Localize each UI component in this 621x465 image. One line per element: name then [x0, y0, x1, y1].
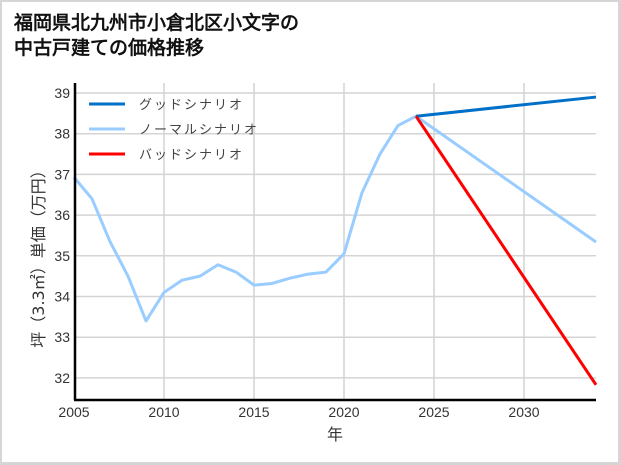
legend-item-normal: ノーマルシナリオ	[89, 123, 259, 138]
x-tick-labels: 2005 2010 2015 2020 2025 2030	[58, 404, 539, 420]
x-tick-label: 2005	[58, 404, 89, 420]
normal-scenario-line	[72, 114, 597, 323]
y-tick-label: 36	[54, 207, 70, 223]
x-tick-label: 2020	[328, 404, 359, 420]
legend-item-bad: バッドシナリオ	[89, 148, 244, 163]
bad-scenario-line	[414, 115, 598, 386]
chart-title-line-2: 中古戸建ての価格推移	[14, 37, 205, 59]
legend-label: ノーマルシナリオ	[139, 123, 259, 138]
chart-title: 福岡県北九州市小倉北区小文字の 中古戸建ての価格推移	[14, 11, 299, 61]
good-scenario-line	[415, 95, 597, 118]
x-tick-label: 2015	[238, 404, 269, 420]
x-tick-label: 2025	[418, 404, 449, 420]
x-tick-label: 2010	[148, 404, 179, 420]
legend-label: グッドシナリオ	[139, 98, 244, 113]
legend-item-good: グッドシナリオ	[89, 98, 244, 113]
series-lines	[72, 95, 598, 386]
y-tick-label: 39	[54, 85, 70, 101]
y-tick-labels: 32 33 34 35 36 37 38 39	[54, 85, 70, 386]
legend-label: バッドシナリオ	[139, 148, 244, 163]
y-tick-label: 38	[54, 126, 70, 142]
x-axis-label: 年	[327, 425, 343, 444]
y-tick-label: 33	[54, 329, 70, 345]
y-tick-label: 32	[54, 370, 70, 386]
chart-title-line-1: 福岡県北九州市小倉北区小文字の	[14, 12, 300, 34]
y-tick-label: 37	[54, 166, 70, 182]
y-tick-label: 35	[54, 248, 70, 264]
y-tick-label: 34	[54, 289, 70, 305]
axes	[73, 83, 596, 402]
y-axis-label: 坪（3.3㎡）単価（万円）	[29, 162, 48, 347]
x-tick-label: 2030	[508, 404, 539, 420]
